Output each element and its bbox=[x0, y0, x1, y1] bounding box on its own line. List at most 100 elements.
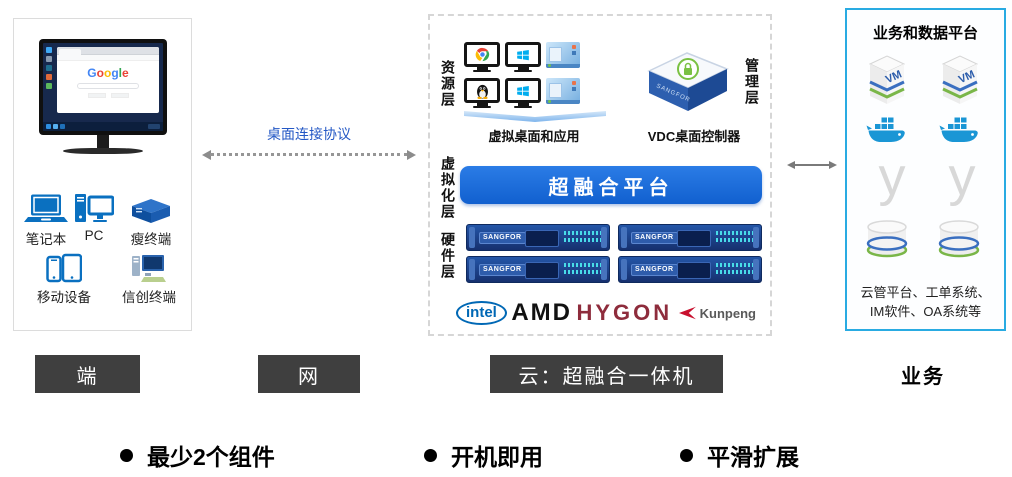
logo-letter: o bbox=[103, 66, 112, 80]
browser-tab-bar bbox=[57, 47, 159, 55]
monitor-stand bbox=[517, 67, 529, 70]
rack-brand-label: SANGFOR bbox=[631, 232, 678, 244]
search-input bbox=[77, 83, 139, 89]
desktop-screenshot-thumb bbox=[546, 42, 580, 68]
rack-leds bbox=[564, 263, 601, 277]
bullet-icon bbox=[424, 448, 437, 462]
server-rack: SANGFOR bbox=[466, 224, 610, 251]
browser-window: Google bbox=[57, 47, 159, 113]
rack-rail bbox=[621, 259, 627, 280]
linux-icon bbox=[464, 78, 500, 103]
app-logo-y: y bbox=[878, 147, 906, 207]
thumb-window bbox=[549, 47, 562, 62]
database-icon bbox=[936, 218, 982, 263]
led-row bbox=[564, 238, 601, 242]
layer-label-resource: 资源层 bbox=[440, 60, 456, 108]
rack-rail bbox=[621, 227, 627, 248]
browser-address-bar bbox=[57, 55, 159, 61]
dotted-line bbox=[210, 153, 408, 156]
chrome-desktop bbox=[464, 42, 500, 72]
rack-leds bbox=[716, 263, 753, 277]
rack-brand-label: SANGFOR bbox=[631, 264, 678, 276]
thumb-start-orb bbox=[548, 100, 551, 103]
laptop-icon bbox=[18, 189, 74, 225]
server-racks-grid: SANGFOR SANGFOR SANGFOR SA bbox=[466, 224, 762, 283]
solid-line bbox=[793, 164, 831, 166]
rack-screen bbox=[677, 262, 711, 279]
search-logo: Google bbox=[57, 67, 159, 79]
tag-endpoint: 端 bbox=[35, 355, 140, 393]
device-label: 瘦终端 bbox=[130, 232, 172, 247]
monitor-stand bbox=[517, 103, 529, 106]
server-rack: SANGFOR bbox=[618, 256, 762, 283]
device-label: 移动设备 bbox=[37, 290, 91, 305]
kunpeng-arrow-icon bbox=[678, 306, 696, 320]
feature-text: 最少2个组件 bbox=[147, 444, 275, 470]
feature-bullet: 平滑扩展 bbox=[680, 438, 799, 472]
business-apps-caption: 云管平台、工单系统、 IM软件、OA系统等 bbox=[847, 284, 1004, 322]
pc-icon bbox=[74, 189, 114, 225]
desktop-screenshot-thumb bbox=[546, 78, 580, 104]
device-mobile: 移动设备 bbox=[18, 247, 110, 306]
device-laptop: 笔记本 bbox=[18, 189, 74, 248]
business-data-panel: 业务和数据平台 VM VM bbox=[845, 8, 1006, 331]
rack-screen bbox=[525, 262, 559, 279]
taskbar-icon bbox=[60, 124, 65, 129]
start-icon bbox=[46, 124, 51, 129]
rack-rail bbox=[601, 227, 607, 248]
vdc-controller-icon: SANGFOR bbox=[640, 44, 736, 125]
arrow-right-icon bbox=[407, 150, 416, 160]
desktop-icon bbox=[46, 74, 52, 80]
desktop-icon bbox=[46, 83, 52, 89]
led-row bbox=[564, 263, 601, 267]
device-label: 笔记本 bbox=[25, 232, 67, 247]
desktop-icon bbox=[46, 56, 52, 62]
virtual-desktop-row bbox=[464, 42, 606, 72]
monitor-base bbox=[473, 70, 491, 72]
led-row bbox=[716, 263, 753, 267]
thumb-icon bbox=[572, 87, 576, 91]
feature-text: 平滑扩展 bbox=[707, 444, 799, 470]
database-icon bbox=[864, 218, 910, 263]
protocol-label: 桌面连接协议 bbox=[267, 126, 351, 142]
rack-leds bbox=[716, 231, 753, 245]
layer-label-hardware: 硬件层 bbox=[440, 232, 456, 280]
business-panel-title: 业务和数据平台 bbox=[872, 25, 978, 42]
thumb-start-orb bbox=[548, 64, 551, 67]
protocol-dotted-arrow bbox=[202, 150, 416, 160]
endpoint-devices-panel: Google bbox=[13, 18, 192, 331]
browser-tab bbox=[59, 49, 81, 55]
monitor-bezel: Google bbox=[39, 39, 167, 135]
bullet-icon bbox=[680, 448, 693, 462]
app-logo-y: y bbox=[948, 147, 976, 207]
rack-rail bbox=[601, 259, 607, 280]
rack-leds bbox=[564, 231, 601, 245]
tag-business: 业务 bbox=[901, 365, 945, 388]
thumb-taskbar bbox=[546, 100, 580, 104]
thumb-window bbox=[549, 83, 562, 98]
windows-desktop bbox=[505, 42, 541, 72]
led-row bbox=[716, 238, 753, 242]
taskbar bbox=[43, 122, 163, 131]
monitor-stand-neck bbox=[97, 135, 109, 148]
device-label: 信创终端 bbox=[122, 290, 176, 305]
chrome-icon bbox=[464, 42, 500, 67]
thumb-taskbar bbox=[546, 64, 580, 68]
mobile-devices-icon bbox=[18, 247, 110, 283]
monitor-stand bbox=[476, 103, 488, 106]
led-row bbox=[716, 231, 753, 235]
device-pc: PC bbox=[74, 189, 114, 243]
linux-desktop bbox=[464, 78, 500, 108]
rack-screen bbox=[525, 230, 559, 247]
amd-logo: AMD bbox=[511, 299, 572, 326]
monitor-base bbox=[473, 106, 491, 108]
cloud-business-arrow bbox=[787, 160, 837, 170]
hygon-logo: HYGON bbox=[576, 300, 673, 325]
rack-rail bbox=[469, 259, 475, 280]
thumb-icon bbox=[572, 81, 576, 85]
arrow-right-icon bbox=[829, 161, 837, 169]
server-rack: SANGFOR bbox=[618, 224, 762, 251]
desktop-icon bbox=[46, 65, 52, 71]
desktop-icons-column bbox=[46, 47, 52, 89]
kunpeng-logo: Kunpeng bbox=[677, 305, 756, 321]
